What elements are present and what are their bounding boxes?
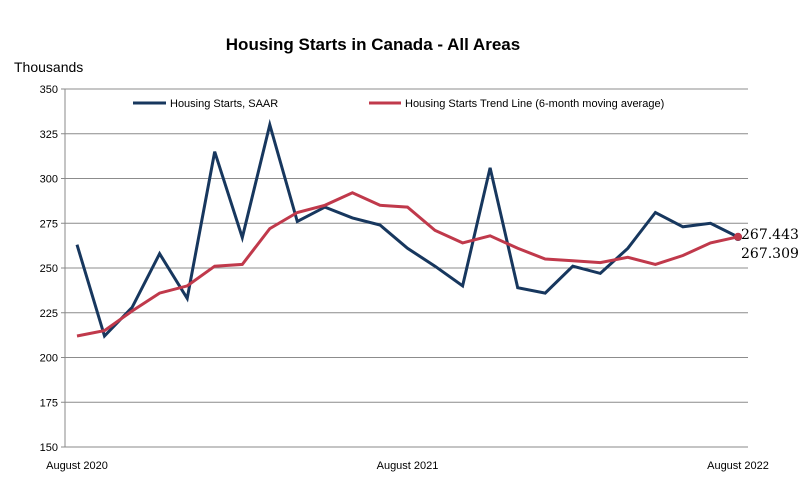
y-axis-unit-label: Thousands bbox=[14, 59, 83, 75]
end-label-trend: 267.443 bbox=[741, 227, 799, 243]
chart-title: Housing Starts in Canada - All Areas bbox=[226, 35, 520, 54]
y-axis-ticks: 150 175 200 225 250 275 300 325 350 bbox=[40, 84, 65, 454]
end-label-saar: 267.309 bbox=[741, 246, 799, 262]
y-tick-label-150: 150 bbox=[40, 442, 58, 454]
y-tick-label-275: 275 bbox=[40, 218, 58, 230]
y-tick-label-300: 300 bbox=[40, 174, 58, 186]
series-1-point-24 bbox=[734, 232, 742, 241]
series-lines bbox=[75, 118, 742, 339]
y-tick-label-225: 225 bbox=[40, 308, 58, 320]
y-tick-label-325: 325 bbox=[40, 129, 58, 141]
gridlines bbox=[65, 88, 748, 403]
legend-label-trend: Housing Starts Trend Line (6-month movin… bbox=[405, 98, 664, 110]
y-tick-label-250: 250 bbox=[40, 263, 58, 275]
series-line-1 bbox=[76, 191, 739, 338]
legend-label-saar: Housing Starts, SAAR bbox=[170, 98, 278, 110]
y-tick-label-350: 350 bbox=[40, 84, 58, 96]
x-tick-label-2: August 2022 bbox=[707, 460, 769, 472]
x-tick-label-1: August 2021 bbox=[377, 460, 439, 472]
x-axis-ticks: August 2020 August 2021 August 2022 bbox=[46, 460, 769, 472]
x-tick-label-0: August 2020 bbox=[46, 460, 108, 472]
series-line-0 bbox=[75, 118, 739, 339]
y-tick-label-200: 200 bbox=[40, 353, 58, 365]
legend: Housing Starts, SAAR Housing Starts Tren… bbox=[133, 98, 664, 110]
y-tick-label-175: 175 bbox=[40, 397, 58, 409]
